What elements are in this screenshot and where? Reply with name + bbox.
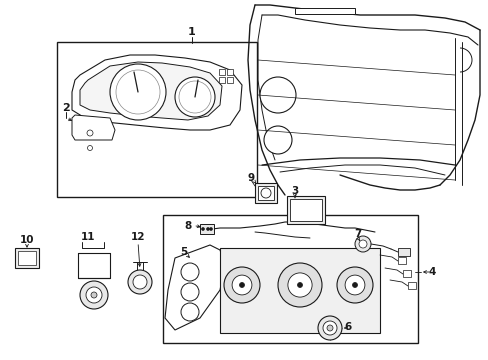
Circle shape — [323, 321, 336, 335]
Circle shape — [352, 283, 357, 288]
Bar — [402, 270, 410, 277]
Circle shape — [179, 81, 210, 113]
Circle shape — [201, 228, 204, 230]
Circle shape — [261, 188, 270, 198]
Circle shape — [345, 275, 364, 295]
Bar — [226, 69, 232, 75]
Bar — [258, 186, 273, 200]
Bar — [397, 257, 405, 264]
Bar — [226, 77, 232, 83]
Bar — [286, 196, 325, 224]
Circle shape — [232, 275, 251, 295]
Bar — [200, 224, 214, 234]
Circle shape — [175, 77, 215, 117]
Circle shape — [87, 130, 93, 136]
Circle shape — [209, 228, 212, 230]
Bar — [163, 215, 417, 343]
Polygon shape — [72, 55, 242, 130]
Text: 1: 1 — [188, 27, 196, 37]
Circle shape — [260, 77, 295, 113]
Bar — [397, 248, 409, 256]
Text: 3: 3 — [291, 186, 298, 196]
Circle shape — [297, 283, 302, 288]
Circle shape — [224, 267, 260, 303]
Bar — [219, 69, 224, 75]
Circle shape — [264, 126, 291, 154]
Circle shape — [206, 228, 209, 230]
Text: 11: 11 — [81, 232, 95, 242]
Text: 7: 7 — [354, 229, 361, 239]
Circle shape — [181, 303, 199, 321]
Circle shape — [91, 292, 97, 298]
Circle shape — [287, 273, 311, 297]
Circle shape — [133, 275, 147, 289]
Circle shape — [181, 283, 199, 301]
Text: 4: 4 — [427, 267, 435, 277]
Circle shape — [239, 283, 244, 288]
Circle shape — [336, 267, 372, 303]
Text: 12: 12 — [130, 232, 145, 242]
Polygon shape — [72, 115, 115, 140]
Text: 6: 6 — [344, 322, 351, 332]
Circle shape — [87, 145, 92, 150]
Bar — [18, 251, 36, 265]
Circle shape — [358, 240, 366, 248]
Circle shape — [278, 263, 321, 307]
Circle shape — [86, 287, 102, 303]
Circle shape — [110, 64, 165, 120]
Circle shape — [128, 270, 152, 294]
Bar — [219, 77, 224, 83]
Bar — [57, 42, 257, 197]
Polygon shape — [164, 245, 224, 330]
Bar — [15, 248, 39, 268]
Bar — [254, 183, 276, 203]
Polygon shape — [80, 62, 222, 120]
Circle shape — [80, 281, 108, 309]
Text: 2: 2 — [62, 103, 70, 113]
Text: 8: 8 — [184, 221, 191, 231]
Text: 10: 10 — [20, 235, 34, 245]
Bar — [407, 282, 415, 289]
Bar — [294, 8, 354, 14]
Circle shape — [181, 263, 199, 281]
Circle shape — [317, 316, 341, 340]
Bar — [289, 199, 321, 221]
Bar — [220, 248, 379, 333]
Text: 5: 5 — [180, 247, 187, 257]
Text: 9: 9 — [247, 173, 254, 183]
Circle shape — [354, 236, 370, 252]
Circle shape — [326, 325, 332, 331]
Circle shape — [116, 70, 160, 114]
